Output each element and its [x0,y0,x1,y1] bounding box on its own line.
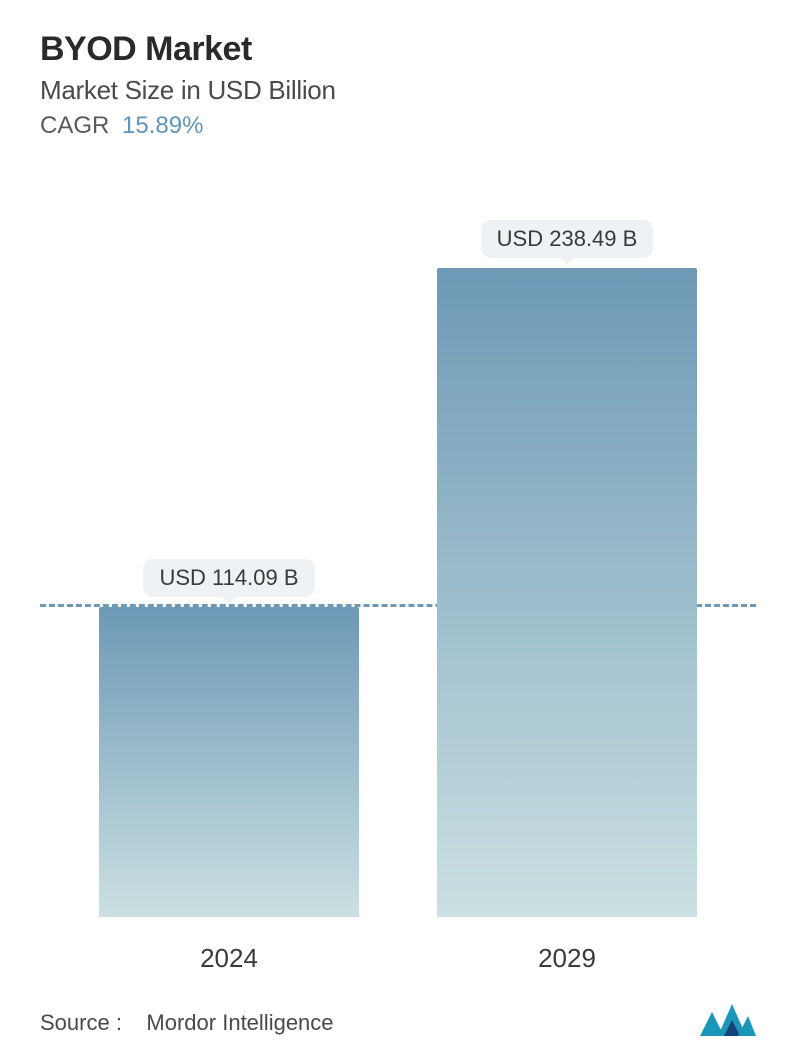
bar-group-2029: USD 238.49 B [437,220,697,917]
header: BYOD Market Market Size in USD Billion C… [40,30,756,140]
x-label-2029: 2029 [437,943,697,974]
bar-2024 [99,607,359,917]
chart-subtitle: Market Size in USD Billion [40,75,756,106]
chart-container: BYOD Market Market Size in USD Billion C… [0,0,796,1034]
value-pill-2024: USD 114.09 B [143,559,314,597]
logo-icon [700,998,756,1036]
cagr-row: CAGR 15.89% [40,112,756,140]
chart-area: USD 114.09 B USD 238.49 B [40,160,756,917]
x-label-2024: 2024 [99,943,359,974]
bar-2029 [437,268,697,917]
cagr-value: 15.89% [122,112,203,139]
value-pill-2029: USD 238.49 B [481,220,654,258]
source-text: Source : Mordor Intelligence [40,1010,334,1036]
source-name: Mordor Intelligence [146,1010,333,1035]
x-axis-labels: 2024 2029 [40,929,756,974]
cagr-label: CAGR [40,112,109,139]
bar-group-2024: USD 114.09 B [99,559,359,917]
chart-title: BYOD Market [40,30,756,69]
source-label: Source : [40,1010,122,1035]
